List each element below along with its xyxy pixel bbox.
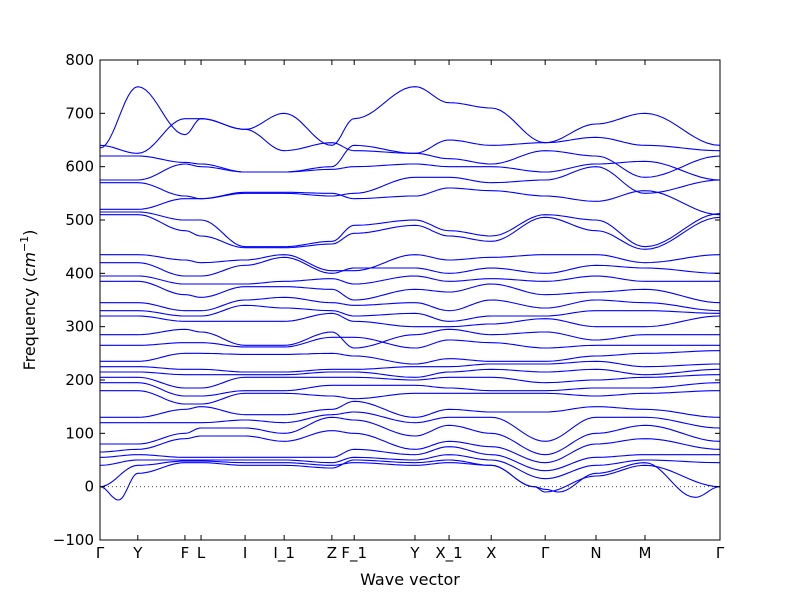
y-tick-label: 500 <box>65 211 94 229</box>
band-line <box>100 368 721 378</box>
y-tick-label: −100 <box>53 531 94 549</box>
band-line <box>99 460 721 493</box>
band-line <box>100 211 721 248</box>
band-line <box>100 214 721 250</box>
x-axis: Γ Y F L I I_1 Z F_1 Y X_1 X Γ N M Γ <box>96 544 725 563</box>
x-tick-label: F <box>181 544 190 562</box>
band-line <box>100 144 721 178</box>
band-line <box>100 390 720 405</box>
y-axis: −100 0 100 200 300 400 500 600 700 800 <box>53 51 720 549</box>
band-line <box>100 296 721 312</box>
band-line <box>100 254 721 272</box>
y-tick-label: 0 <box>84 478 94 496</box>
x-tick-label: Y <box>409 544 420 562</box>
band-line <box>100 374 720 389</box>
band-line <box>100 304 720 322</box>
y-tick-label: 300 <box>65 318 94 336</box>
x-tick-label: Γ <box>541 544 550 562</box>
y-tick-label: 700 <box>65 104 94 122</box>
band-line <box>100 360 720 373</box>
band-line <box>100 160 721 181</box>
y-tick-label: 200 <box>65 371 94 389</box>
band-line <box>99 454 721 480</box>
x-tick-label: L <box>197 544 206 562</box>
x-tick-label: F_1 <box>341 544 367 563</box>
x-tick-label: X_1 <box>435 544 462 563</box>
y-tick-label: 800 <box>65 51 94 69</box>
x-tick-label: Z <box>327 544 337 562</box>
y-axis-label: Frequency (cm−1) <box>18 230 39 371</box>
band-line <box>100 411 721 442</box>
band-line <box>100 166 721 200</box>
band-line <box>100 328 720 349</box>
band-line <box>100 400 721 418</box>
band-line <box>100 382 721 397</box>
x-tick-label: Γ <box>716 544 725 562</box>
x-axis-label: Wave vector <box>360 570 460 589</box>
y-axis-label-close: ) <box>20 230 39 236</box>
x-tick-label: X <box>486 544 496 562</box>
kpoint-separators <box>99 60 721 540</box>
band-line <box>100 280 721 304</box>
band-line <box>100 350 720 365</box>
x-tick-label: I <box>243 544 247 562</box>
band-line <box>99 118 721 154</box>
x-tick-label: N <box>590 544 601 562</box>
band-lines <box>99 86 721 501</box>
x-tick-label: M <box>639 544 652 562</box>
y-tick-label: 400 <box>65 264 94 282</box>
band-line <box>100 416 721 456</box>
y-tick-label: 600 <box>65 158 94 176</box>
band-line <box>100 312 721 328</box>
y-axis-label-unit: cm <box>20 252 39 276</box>
band-line <box>99 86 721 149</box>
y-axis-label-base: Frequency ( <box>20 276 39 370</box>
x-tick-label: Y <box>132 544 143 562</box>
y-tick-label: 100 <box>65 424 94 442</box>
x-tick-label: Γ <box>96 544 105 562</box>
band-line <box>100 187 721 216</box>
band-line <box>100 430 721 464</box>
y-axis-label-exponent: −1 <box>18 236 31 252</box>
band-line <box>100 256 721 277</box>
band-line <box>100 446 720 472</box>
band-line <box>99 459 721 501</box>
plot-frame <box>99 59 721 541</box>
x-tick-label: I_1 <box>273 544 294 563</box>
band-line <box>100 275 720 285</box>
band-line <box>100 336 720 349</box>
